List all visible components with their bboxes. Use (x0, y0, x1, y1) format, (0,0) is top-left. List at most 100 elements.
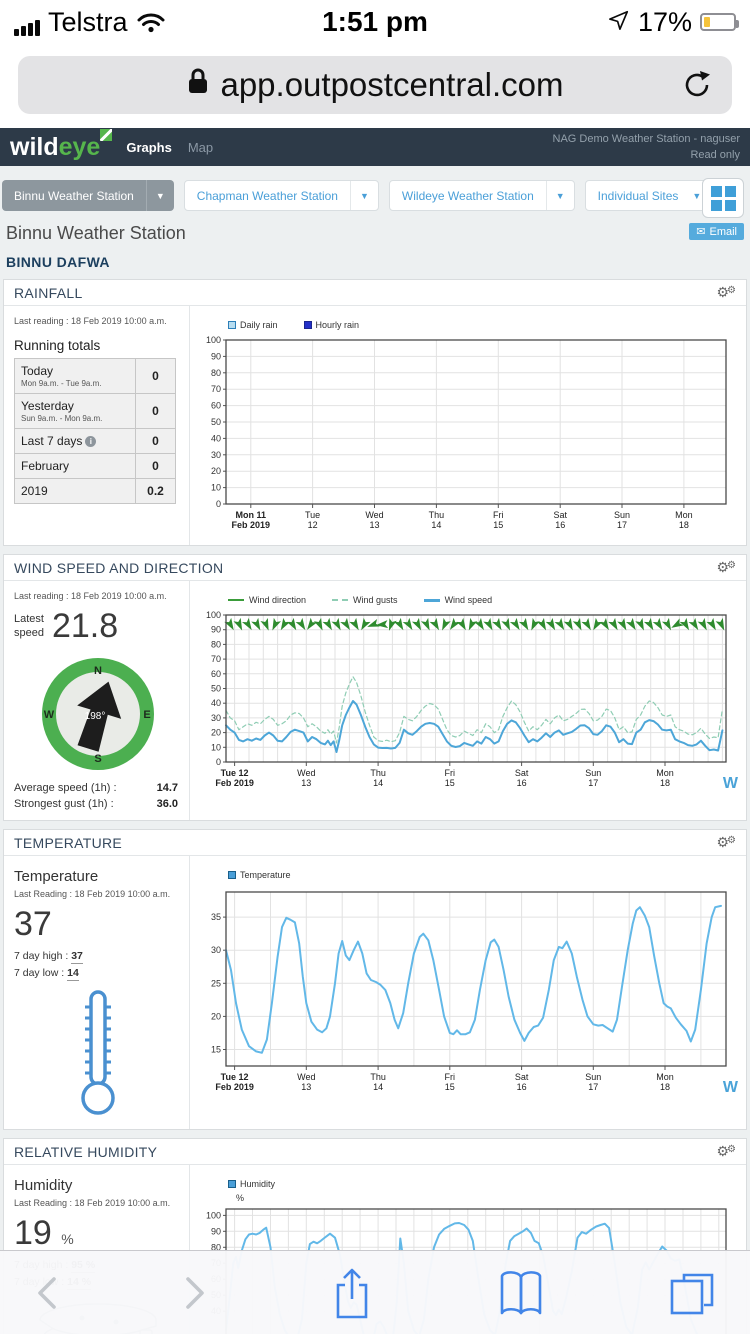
wind-compass: N S W E 198° (14, 650, 181, 774)
svg-text:Tue: Tue (305, 510, 320, 520)
bookmarks-icon[interactable] (496, 1269, 546, 1317)
svg-text:Mon 11: Mon 11 (236, 510, 267, 520)
rainfall-panel-title: RAINFALL (14, 285, 83, 301)
svg-text:17: 17 (617, 520, 627, 530)
wind-last-reading: Last reading : 18 Feb 2019 10:00 a.m. (14, 591, 167, 601)
account-line1: NAG Demo Weather Station - naguser (552, 132, 741, 145)
app-navbar: wildeye Graphs Map NAG Demo Weather Stat… (0, 128, 750, 166)
wind-chart-legend: Wind direction Wind gusts Wind speed (228, 595, 746, 605)
svg-text:20: 20 (211, 1011, 221, 1021)
tabs-icon[interactable] (668, 1269, 716, 1317)
svg-text:30: 30 (211, 450, 221, 460)
svg-text:17: 17 (588, 1082, 598, 1092)
account-info: NAG Demo Weather Station - naguser Read … (553, 131, 741, 164)
svg-text:35: 35 (211, 912, 221, 922)
svg-text:25: 25 (211, 978, 221, 988)
svg-text:13: 13 (301, 1082, 311, 1092)
rainfall-panel: RAINFALL ⚙⚙ Last reading : 18 Feb 2019 1… (3, 279, 747, 546)
temperature-heading: Temperature (14, 868, 99, 885)
running-totals-table: Today Mon 9a.m. - Tue 9a.m. 0 Yesterday Su… (14, 358, 176, 504)
forward-button[interactable] (182, 1271, 208, 1315)
humidity-heading: Humidity (14, 1177, 73, 1194)
safari-url-area: app.outpostcentral.com (0, 44, 750, 128)
svg-text:Fri: Fri (493, 510, 504, 520)
temperature-chart: Temperature 15 20 25 30 35 Tue 12 Feb 2019 Wed 1… (190, 856, 746, 1129)
station-tab-chapman[interactable]: Chapman Weather Station ▼ (183, 180, 379, 211)
lock-icon (186, 66, 210, 104)
email-button[interactable]: ✉ Email (689, 223, 744, 240)
svg-text:60: 60 (211, 401, 221, 411)
svg-text:18: 18 (679, 520, 689, 530)
svg-text:Thu: Thu (429, 510, 445, 520)
svg-text:E: E (143, 709, 150, 721)
wildeye-logo-chip-icon (100, 128, 113, 141)
svg-text:Wed: Wed (365, 510, 383, 520)
nav-item-graphs[interactable]: Graphs (126, 139, 172, 155)
site-name: BINNU DAFWA (6, 254, 110, 270)
layout-grid-button[interactable] (702, 178, 744, 218)
station-tab-wildeye[interactable]: Wildeye Weather Station ▼ (388, 180, 575, 211)
location-arrow-icon (608, 9, 630, 36)
svg-text:Feb 2019: Feb 2019 (232, 520, 271, 530)
wind-direction-arrow (76, 681, 121, 752)
url-field[interactable]: app.outpostcentral.com (18, 56, 732, 114)
cell-signal-icon (14, 19, 40, 38)
table-row: Yesterday Sun 9a.m. - Mon 9a.m. 0 (14, 393, 176, 429)
svg-text:14: 14 (373, 778, 383, 788)
svg-text:90: 90 (211, 1226, 221, 1236)
settings-gears-icon[interactable]: ⚙⚙ (716, 559, 736, 575)
average-speed-row: Average speed (1h) :14.7 (14, 782, 178, 794)
svg-text:Fri: Fri (445, 768, 456, 778)
svg-text:Mon: Mon (656, 768, 674, 778)
svg-text:100: 100 (206, 335, 221, 345)
nav-item-map[interactable]: Map (187, 139, 214, 155)
back-button[interactable] (34, 1271, 60, 1315)
wind-panel-title: WIND SPEED AND DIRECTION (14, 560, 224, 576)
table-row: Last 7 days i 0 (14, 428, 176, 454)
table-row: February 0 (14, 453, 176, 479)
station-tab-binnu[interactable]: Binnu Weather Station ▼ (2, 180, 174, 211)
svg-text:W: W (43, 709, 54, 721)
temperature-last-reading: Last Reading : 18 Feb 2019 10:00 a.m. (14, 889, 171, 899)
share-icon[interactable] (330, 1265, 374, 1321)
svg-text:50: 50 (211, 684, 221, 694)
envelope-icon: ✉ (696, 226, 706, 238)
svg-text:50: 50 (211, 417, 221, 427)
svg-text:Thu: Thu (370, 1072, 386, 1082)
page-title: Binnu Weather Station (6, 223, 186, 243)
svg-text:10: 10 (211, 742, 221, 752)
svg-text:Sun: Sun (585, 768, 601, 778)
settings-gears-icon[interactable]: ⚙⚙ (716, 1143, 736, 1159)
reload-button[interactable] (680, 68, 714, 107)
temperature-panel-title: TEMPERATURE (14, 835, 123, 851)
svg-text:N: N (94, 665, 102, 677)
svg-text:12: 12 (308, 520, 318, 530)
svg-text:Wed: Wed (297, 768, 315, 778)
settings-gears-icon[interactable]: ⚙⚙ (716, 834, 736, 850)
settings-gears-icon[interactable]: ⚙⚙ (716, 284, 736, 300)
svg-text:60: 60 (211, 669, 221, 679)
svg-text:0: 0 (216, 499, 221, 509)
wildeye-logo[interactable]: wildeye (10, 128, 113, 160)
svg-text:80: 80 (211, 368, 221, 378)
svg-text:18: 18 (660, 778, 670, 788)
svg-text:Sun: Sun (614, 510, 630, 520)
latest-speed-value: 21.8 (51, 607, 119, 645)
svg-text:20: 20 (211, 728, 221, 738)
battery-icon (700, 13, 739, 31)
station-tab-individual-sites[interactable]: Individual Sites ▼ (584, 180, 712, 211)
wind-chart: Wind direction Wind gusts Wind speed 0 10 20… (190, 581, 746, 820)
info-icon[interactable]: i (85, 436, 97, 447)
url-text: app.outpostcentral.com (220, 66, 564, 103)
svg-text:Feb 2019: Feb 2019 (215, 778, 254, 788)
svg-text:Mon: Mon (656, 1072, 674, 1082)
wind-panel: WIND SPEED AND DIRECTION ⚙⚙ Last reading… (3, 554, 747, 821)
svg-text:80: 80 (211, 639, 221, 649)
svg-text:Thu: Thu (370, 768, 386, 778)
table-row: 2019 0.2 (14, 478, 176, 504)
chevron-down-icon: ▼ (145, 180, 174, 211)
chevron-down-icon: ▼ (545, 181, 574, 210)
svg-text:10: 10 (211, 483, 221, 493)
svg-text:70: 70 (211, 654, 221, 664)
